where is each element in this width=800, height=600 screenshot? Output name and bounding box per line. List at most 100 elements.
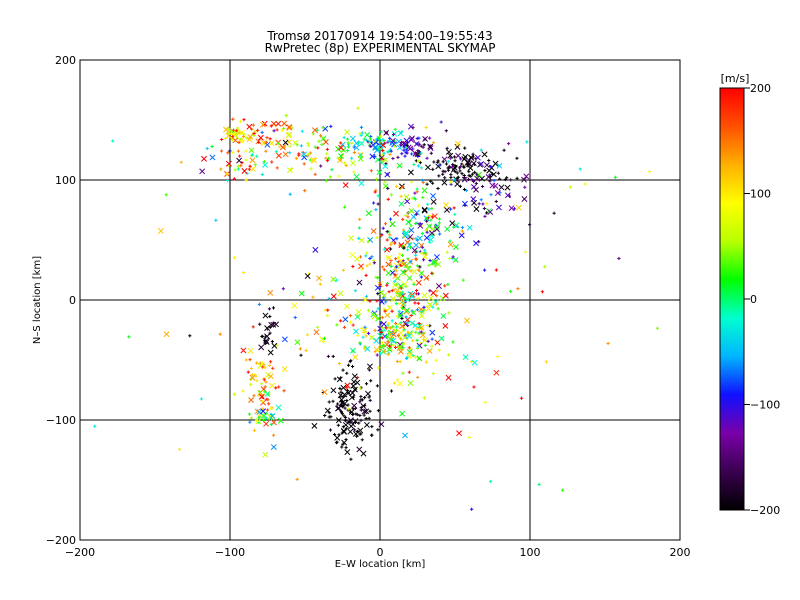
data-point [321, 340, 325, 344]
data-point [370, 255, 374, 259]
data-point [311, 132, 315, 136]
data-point [456, 430, 463, 437]
data-point [375, 315, 382, 322]
data-point [424, 216, 428, 220]
data-point [436, 283, 442, 290]
data-point [404, 213, 408, 217]
data-point [237, 140, 241, 144]
data-point [494, 268, 498, 272]
data-point [561, 488, 565, 492]
data-point [437, 174, 441, 178]
data-point [421, 187, 428, 194]
data-point [242, 117, 246, 122]
y-axis-label: N–S location [km] [32, 256, 43, 344]
data-point [368, 262, 372, 266]
data-point [360, 438, 364, 442]
data-point [505, 176, 509, 180]
data-point [434, 302, 438, 306]
data-point [232, 177, 236, 181]
data-point [415, 190, 419, 194]
data-point [255, 154, 259, 158]
data-point [482, 268, 487, 272]
data-point [516, 287, 520, 291]
data-point [397, 283, 404, 290]
data-point [227, 129, 232, 133]
data-point [437, 348, 441, 352]
data-point [300, 129, 304, 133]
data-point [373, 328, 377, 332]
data-point [376, 169, 383, 176]
data-point [261, 365, 265, 369]
data-point [262, 417, 266, 421]
data-point [265, 136, 269, 140]
data-point [262, 162, 269, 168]
data-point [275, 404, 282, 411]
data-point [199, 397, 204, 401]
data-point [552, 211, 556, 215]
data-point [389, 221, 396, 228]
data-point [234, 133, 239, 137]
data-point [507, 142, 511, 146]
data-point [509, 178, 513, 182]
data-point [364, 273, 368, 277]
data-point [350, 160, 357, 167]
data-point [449, 175, 453, 180]
data-point [397, 348, 404, 355]
data-point [461, 176, 468, 183]
data-point [386, 340, 390, 344]
data-point [470, 507, 474, 511]
data-point [236, 167, 241, 171]
data-point [432, 140, 436, 145]
data-point [374, 275, 378, 279]
data-point [315, 325, 320, 329]
data-point [311, 127, 318, 134]
data-point [344, 449, 351, 456]
data-point [406, 348, 413, 355]
data-point [346, 141, 350, 145]
data-point [326, 308, 330, 312]
data-point [295, 477, 299, 482]
data-point [249, 374, 256, 381]
data-point [473, 240, 479, 247]
data-point [392, 288, 396, 292]
data-point [304, 273, 311, 279]
data-point [374, 208, 378, 212]
data-point [385, 238, 389, 242]
data-point [281, 120, 288, 127]
data-point [395, 314, 399, 318]
data-point [342, 325, 347, 329]
data-point [179, 160, 183, 164]
y-tick-label: 0 [69, 294, 76, 307]
data-point [241, 134, 246, 139]
data-point [250, 373, 254, 377]
data-point [430, 337, 434, 341]
data-point [422, 396, 426, 400]
data-point [343, 418, 347, 422]
y-tick-labels: −200 −100 0 100 200 [46, 54, 76, 547]
data-point [425, 182, 429, 186]
data-point [462, 354, 469, 361]
data-point [452, 256, 459, 263]
plot-frame [79, 59, 681, 541]
data-point [416, 375, 420, 379]
x-tick-labels: −200 −100 0 100 200 [65, 546, 691, 559]
data-point [276, 141, 280, 146]
data-point [578, 167, 582, 171]
data-point [271, 306, 276, 310]
data-point [258, 322, 262, 326]
data-point [394, 265, 398, 269]
data-point [255, 379, 259, 383]
data-point [275, 120, 282, 127]
data-point [346, 149, 350, 153]
data-point [357, 427, 364, 434]
data-point [258, 390, 262, 394]
data-point [523, 185, 527, 189]
data-point [286, 124, 293, 131]
data-point [320, 135, 327, 142]
data-point [443, 202, 449, 209]
data-point [373, 350, 377, 354]
data-point [406, 321, 410, 325]
data-point [583, 182, 587, 186]
data-point [294, 156, 298, 160]
